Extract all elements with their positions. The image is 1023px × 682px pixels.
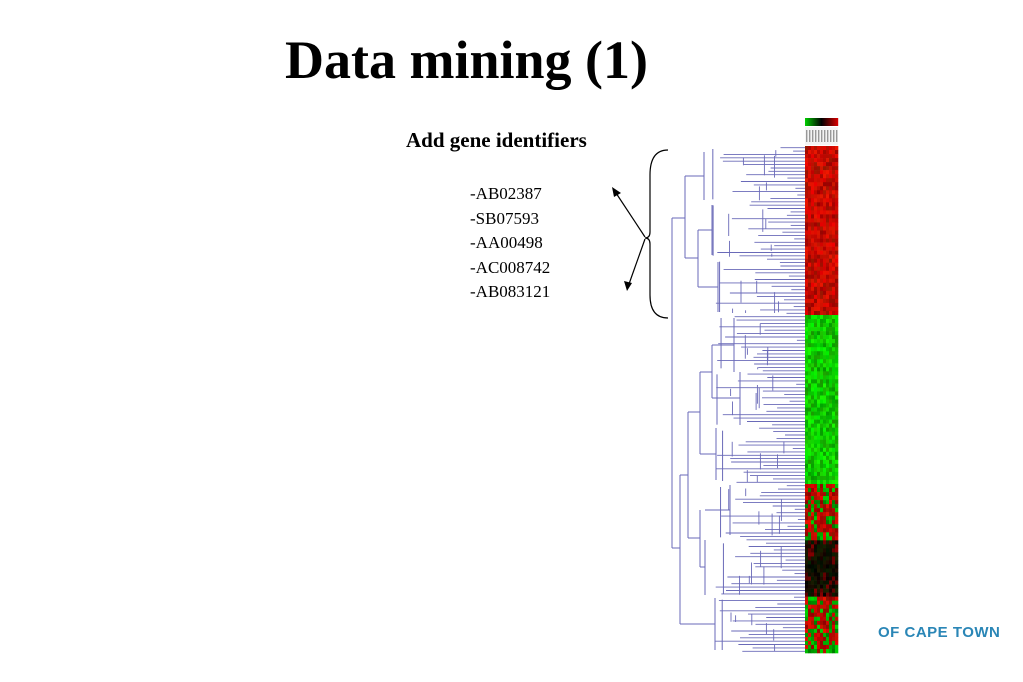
column-label-mark (809, 130, 811, 142)
scale-cell (830, 118, 832, 126)
subtitle-add-gene-identifiers: Add gene identifiers (406, 128, 587, 152)
scale-cell (824, 118, 826, 126)
scale-cell (810, 118, 812, 126)
heatmap (805, 146, 839, 654)
gene-id-item: -AA00498 (470, 233, 543, 252)
scale-cell (814, 118, 816, 126)
heatmap-block-dark (805, 540, 839, 597)
scale-cell (821, 118, 823, 126)
column-label-mark (806, 130, 808, 142)
scale-cell (809, 118, 811, 126)
column-label-mark (821, 130, 823, 142)
heatmap-block-mixed-red (805, 596, 839, 654)
dendrogram (671, 147, 805, 652)
gene-id-item: -AC008742 (470, 257, 551, 277)
heatmap-block-green (805, 371, 839, 428)
gene-id-item: -AB02387 (470, 184, 542, 203)
scale-cell (818, 118, 820, 126)
scale-cell (837, 118, 839, 126)
scale-cell (806, 118, 808, 126)
scale-cell (823, 118, 825, 126)
column-label-mark (812, 130, 814, 142)
gene-id-item: -SB07593 (470, 208, 539, 228)
column-label-mark (824, 130, 826, 142)
scale-cell (815, 118, 817, 126)
gene-id-item: -AB083121 (470, 282, 551, 301)
color-scale-bar (805, 118, 839, 145)
gene-id-list: -AB02387 -SB07593 -AA00498 -AC008742 -AB… (470, 182, 550, 305)
slide-title: Data mining (1) (285, 30, 648, 90)
scale-cell (829, 118, 831, 126)
column-label-mark (815, 130, 817, 142)
scale-cell (828, 118, 830, 126)
arrow-down-icon (624, 238, 646, 291)
scale-cell (835, 118, 837, 126)
heatmap-block-red (805, 146, 839, 203)
heatmap-block-green (805, 315, 839, 372)
scale-cell (826, 118, 828, 126)
scale-cell (833, 118, 835, 126)
scale-cell (831, 118, 833, 126)
scale-cell (805, 118, 807, 126)
scale-cell (819, 118, 821, 126)
scale-cell (812, 118, 814, 126)
column-label-mark (830, 130, 832, 142)
arrow-up-icon (612, 187, 646, 238)
column-label-mark (827, 130, 829, 142)
cluster-brace (644, 149, 669, 319)
scale-cell (816, 118, 818, 126)
scale-cell (807, 118, 809, 126)
heatmap-block-red (805, 258, 839, 316)
scale-cell (832, 118, 834, 126)
scale-cell (834, 118, 836, 126)
scale-cell (808, 118, 810, 126)
scale-cell (827, 118, 829, 126)
scale-cell (820, 118, 822, 126)
column-label-mark (836, 130, 838, 142)
heatmap-block-mixed-red (805, 484, 839, 541)
column-label-mark (833, 130, 835, 142)
scale-cell (813, 118, 815, 126)
university-logo-text: OF CAPE TOWN (878, 624, 1001, 641)
column-label-mark (818, 130, 820, 142)
scale-cell (811, 118, 813, 126)
scale-cell (822, 118, 824, 126)
scale-cell (836, 118, 838, 126)
scale-cell (825, 118, 827, 126)
heatmap-block-green (805, 427, 839, 485)
scale-cell (817, 118, 819, 126)
heatmap-block-red (805, 202, 839, 259)
